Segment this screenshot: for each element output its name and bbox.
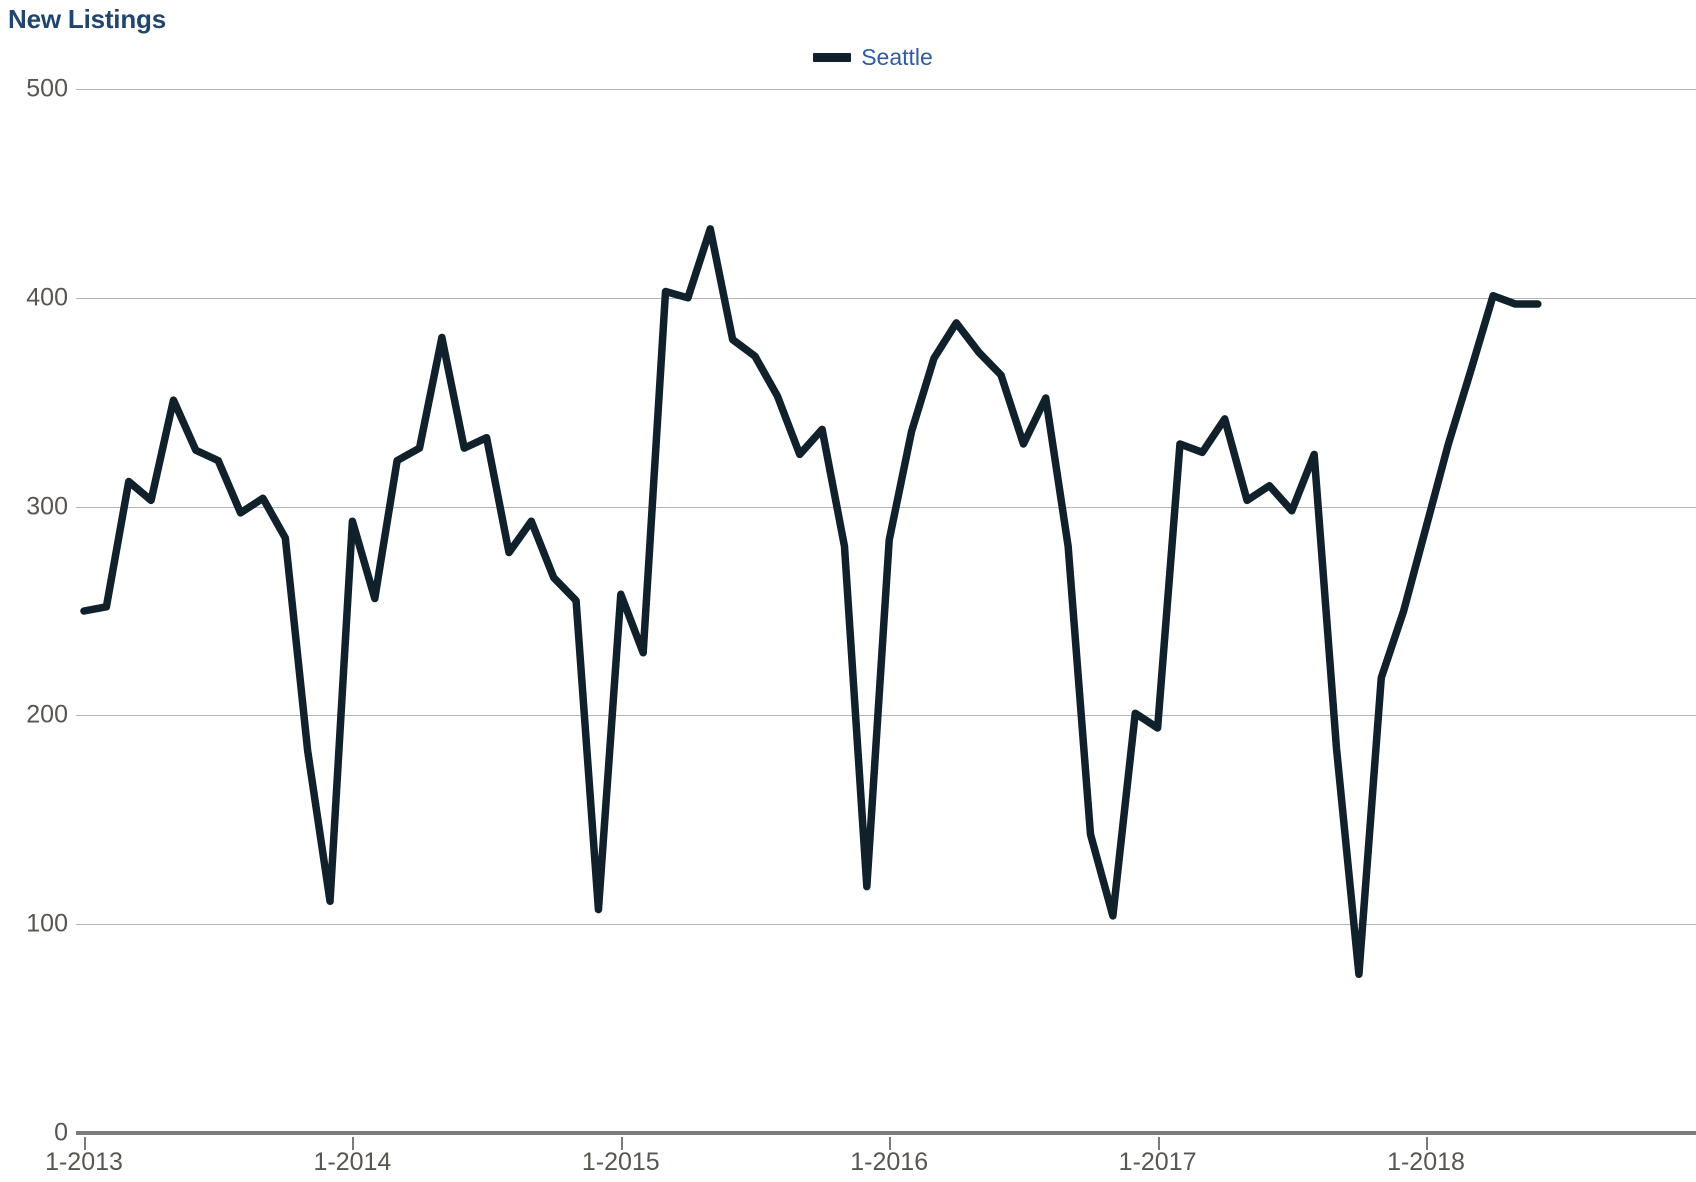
legend-label-seattle: Seattle (861, 44, 933, 70)
gridline (76, 297, 1696, 299)
gridline (76, 924, 1696, 926)
x-axis-tick-label: 1-2013 (45, 1148, 123, 1176)
gridline (76, 715, 1696, 717)
chart-title: New Listings (8, 4, 166, 34)
x-axis-tick-mark (1157, 1137, 1160, 1150)
x-axis-tick-mark (889, 1137, 892, 1150)
x-axis-line (76, 1131, 1696, 1135)
y-axis-tick-label: 500 (26, 74, 68, 103)
x-axis-tick-mark (1426, 1137, 1428, 1150)
x-axis-tick-label: 1-2016 (850, 1148, 929, 1176)
y-axis-tick-label: 100 (26, 909, 68, 938)
x-axis-tick-mark (620, 1137, 623, 1150)
y-axis-tick-label: 300 (26, 492, 68, 521)
y-axis-tick-label: 400 (26, 283, 68, 312)
gridline (76, 506, 1696, 508)
series-line-seattle (80, 225, 1542, 979)
x-axis-tick-label: 1-2018 (1387, 1148, 1465, 1176)
x-axis-tick-label: 1-2017 (1118, 1148, 1197, 1176)
legend-item-seattle[interactable]: Seattle (813, 44, 933, 71)
gridline (76, 89, 1696, 90)
chart-legend: Seattle (0, 44, 1696, 71)
x-axis-tick-label: 1-2015 (581, 1148, 660, 1176)
line-swatch-icon (813, 53, 852, 62)
x-axis-tick-mark (352, 1137, 355, 1150)
x-axis-tick-label: 1-2014 (313, 1148, 392, 1176)
y-axis-tick-label: 0 (54, 1118, 68, 1147)
y-axis-tick-label: 200 (26, 700, 68, 729)
x-axis-tick-mark (84, 1137, 86, 1150)
